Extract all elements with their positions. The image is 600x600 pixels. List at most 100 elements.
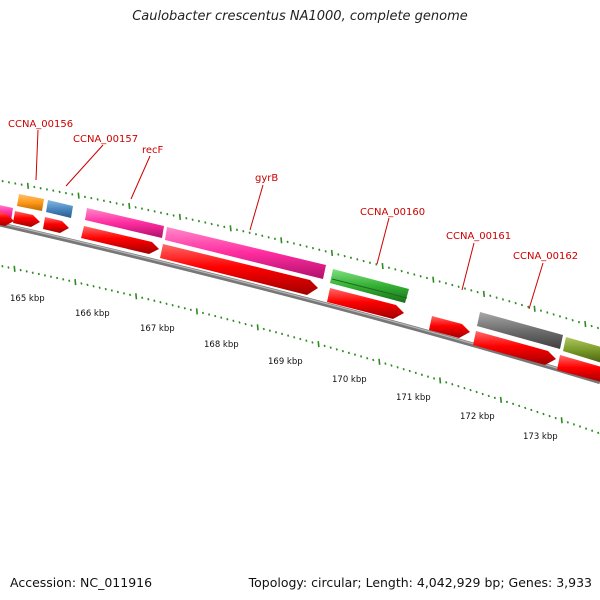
map-title: Caulobacter crescentus NA1000, complete …: [132, 9, 468, 24]
kbp-label: 170 kbp: [332, 375, 367, 385]
kbp-label: 165 kbp: [10, 294, 45, 304]
outer-tick-ring: [1, 179, 600, 330]
minor-tick: [347, 351, 351, 355]
minor-tick: [356, 258, 359, 261]
leader-CCNA_00156: [35, 129, 39, 181]
cds-arrow-gyrB: [160, 244, 318, 295]
minor-tick: [220, 316, 223, 319]
major-tick: [280, 237, 283, 244]
feature-orange: [17, 194, 44, 211]
minor-tick: [238, 321, 241, 324]
minor-tick: [463, 386, 466, 390]
minor-tick: [223, 225, 226, 229]
minor-tick: [165, 302, 168, 305]
minor-tick: [372, 358, 375, 362]
cds-track: [0, 211, 600, 382]
minor-tick: [128, 293, 132, 297]
major-tick: [77, 192, 80, 199]
minor-tick: [134, 206, 137, 209]
major-tick: [330, 249, 334, 257]
cds-arrow: [0, 212, 14, 226]
major-tick: [317, 341, 320, 348]
feature-blue: [46, 200, 73, 218]
cds-arrow-CCNA_00161: [429, 316, 470, 338]
minor-tick: [64, 191, 68, 195]
gene-label: gyrB: [255, 173, 278, 184]
minor-tick: [475, 390, 478, 394]
minor-tick: [153, 210, 156, 213]
minor-tick: [1, 179, 4, 183]
minor-tick: [14, 182, 17, 185]
genome-backbone: [0, 221, 600, 385]
minor-tick: [432, 377, 436, 380]
minor-tick: [7, 266, 10, 269]
kbp-label: 171 kbp: [396, 393, 431, 403]
minor-tick: [262, 327, 265, 331]
minor-tick: [292, 242, 296, 245]
minor-tick: [565, 317, 568, 320]
accession-text: Accession: NC_011916: [10, 575, 153, 590]
minor-tick: [166, 212, 169, 216]
minor-tick: [244, 322, 247, 326]
minor-tick: [420, 373, 423, 376]
minor-tick: [408, 369, 411, 373]
minor-tick: [512, 402, 515, 406]
minor-tick: [318, 248, 321, 251]
kbp-label: 169 kbp: [268, 357, 303, 367]
minor-tick: [299, 337, 302, 341]
leader-gyrB: [249, 184, 264, 231]
minor-tick: [1, 265, 4, 268]
minor-tick: [250, 324, 253, 327]
leader-recF: [130, 155, 151, 200]
minor-tick: [267, 236, 270, 239]
minor-tick: [232, 319, 235, 323]
minor-tick: [530, 408, 533, 412]
minor-tick: [43, 274, 47, 277]
cds-arrow-CCNA_00160: [327, 288, 404, 319]
minor-tick: [261, 234, 264, 238]
minor-tick: [445, 381, 448, 384]
minor-tick: [110, 289, 113, 292]
minor-tick: [390, 364, 393, 367]
minor-tick: [360, 355, 363, 358]
minor-tick: [140, 207, 144, 210]
minor-tick: [368, 261, 372, 264]
minor-tick: [71, 193, 74, 196]
kbp-label: 173 kbp: [523, 432, 558, 442]
minor-tick: [323, 344, 326, 348]
minor-tick: [33, 185, 36, 189]
major-tick: [74, 279, 77, 286]
minor-tick: [387, 266, 391, 269]
major-tick: [229, 225, 232, 232]
cds-arrow-CCNA_00162: [473, 331, 556, 365]
minor-tick: [495, 296, 498, 299]
minor-tick: [501, 298, 505, 301]
major-tick: [135, 293, 138, 300]
minor-tick: [197, 219, 201, 223]
minor-tick: [505, 400, 509, 404]
minor-tick: [591, 429, 594, 432]
minor-tick: [558, 315, 562, 318]
minor-tick: [457, 384, 460, 388]
minor-tick: [487, 394, 490, 398]
gene-label: CCNA_00156: [8, 119, 73, 130]
minor-tick: [349, 256, 353, 260]
cds-arrow: [557, 355, 600, 382]
minor-tick: [481, 392, 484, 396]
minor-tick: [92, 285, 95, 288]
minor-tick: [524, 406, 527, 410]
minor-tick: [402, 367, 405, 371]
minor-tick: [147, 298, 150, 301]
minor-tick: [305, 339, 308, 342]
minor-tick: [242, 230, 245, 233]
gene-label: CCNA_00161: [446, 231, 511, 242]
minor-tick: [335, 348, 338, 351]
minor-tick: [572, 423, 575, 426]
kbp-label: 166 kbp: [75, 309, 110, 319]
minor-tick: [185, 217, 188, 220]
minor-tick: [189, 308, 192, 312]
minor-tick: [597, 431, 600, 435]
minor-tick: [584, 427, 588, 430]
minor-tick: [566, 421, 569, 424]
minor-tick: [305, 245, 308, 248]
